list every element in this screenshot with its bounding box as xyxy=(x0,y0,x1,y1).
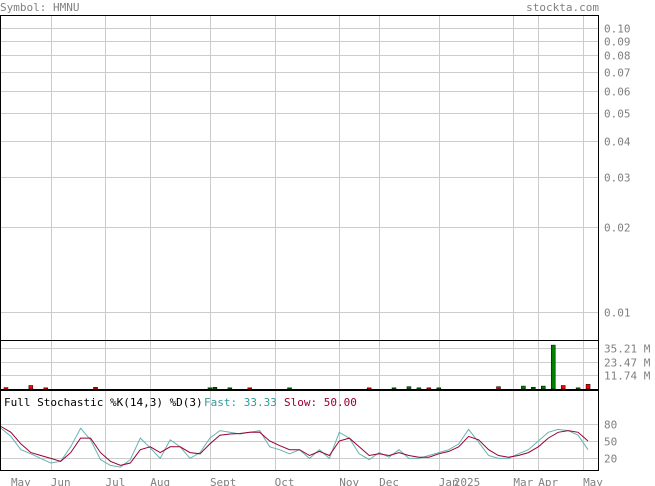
stochastic-slow-value: Slow: 50.00 xyxy=(284,396,357,409)
price-tick-label: 0.01 xyxy=(604,307,631,320)
stochastic-tick-label: 20 xyxy=(604,453,617,466)
stochastic-tick-label: 80 xyxy=(604,419,617,432)
volume-panel-frame xyxy=(0,340,599,390)
price-grid xyxy=(1,16,598,340)
volume-bar xyxy=(3,387,9,390)
price-tick-label: 0.09 xyxy=(604,36,631,49)
price-tick-label: 0.06 xyxy=(604,86,631,99)
price-tick-label: 0.04 xyxy=(604,136,631,149)
x-tick-label: Dec xyxy=(379,476,399,486)
x-tick-label: Oct xyxy=(275,476,295,486)
volume-bar xyxy=(426,387,432,390)
stochastic-fast-value: Fast: 33.33 xyxy=(204,396,277,409)
volume-bar xyxy=(541,385,546,390)
volume-axis-labels: 35.21 M23.47 M11.74 M xyxy=(604,343,651,383)
volume-tick-label: 35.21 M xyxy=(604,343,651,356)
volume-tick-label: 23.47 M xyxy=(604,357,651,370)
volume-bar xyxy=(366,387,372,390)
price-tick-label: 0.07 xyxy=(604,67,631,80)
volume-bar xyxy=(436,387,442,390)
x-tick-label: 2025 xyxy=(454,476,481,486)
x-tick-label: Nov xyxy=(339,476,359,486)
price-axis-labels: 0.100.090.08 0.07 0.06 0.05 0.04 0.03 0.02 0.01 xyxy=(604,23,631,320)
price-tick-label: 0.10 xyxy=(604,23,631,36)
x-tick-label: May xyxy=(11,476,31,486)
volume-bar xyxy=(560,385,566,390)
x-tick-label: Jul xyxy=(105,476,125,486)
stochastic-fast-line xyxy=(0,427,589,468)
volume-bar xyxy=(521,385,526,390)
volume-bar xyxy=(575,387,581,390)
volume-bar xyxy=(28,385,34,390)
x-tick-label: Jan xyxy=(439,476,459,486)
symbol-label: Symbol: HMNU xyxy=(0,1,79,14)
volume-grid xyxy=(1,341,598,389)
stochastic-slow-line xyxy=(0,426,589,466)
volume-bar xyxy=(531,386,536,390)
volume-bar xyxy=(406,386,412,390)
x-tick-label: Sept xyxy=(210,476,237,486)
volume-bar xyxy=(287,387,292,390)
volume-bar xyxy=(496,386,501,390)
price-tick-label: 0.02 xyxy=(604,222,631,235)
stochastic-panel-frame xyxy=(0,390,599,471)
volume-bar xyxy=(93,386,98,390)
price-tick-label: 0.08 xyxy=(604,50,631,63)
x-tick-label: May xyxy=(583,476,603,486)
volume-bar xyxy=(247,387,252,390)
stochastic-tick-label: 50 xyxy=(604,436,617,449)
volume-bar xyxy=(212,386,218,390)
volume-bar xyxy=(416,387,422,390)
volume-bars xyxy=(3,344,591,390)
volume-bar xyxy=(43,387,49,390)
x-tick-label: Apr xyxy=(538,476,558,486)
price-tick-label: 0.03 xyxy=(604,172,631,185)
volume-bar xyxy=(585,384,591,390)
stochastic-title: Full Stochastic %K(14,3) %D(3) xyxy=(4,396,203,409)
site-link[interactable]: stockta.com xyxy=(526,1,599,14)
volume-bar xyxy=(550,344,556,390)
x-tick-label: Mar xyxy=(513,476,533,486)
x-tick-label: Aug xyxy=(150,476,170,486)
stochastic-axis-labels: 80 50 20 xyxy=(604,419,617,466)
volume-tick-label: 11.74 M xyxy=(604,370,651,383)
volume-bar xyxy=(227,387,233,390)
volume-bar xyxy=(207,387,213,390)
volume-bar xyxy=(391,387,397,390)
x-tick-label: Jun xyxy=(51,476,71,486)
price-tick-label: 0.05 xyxy=(604,108,631,121)
